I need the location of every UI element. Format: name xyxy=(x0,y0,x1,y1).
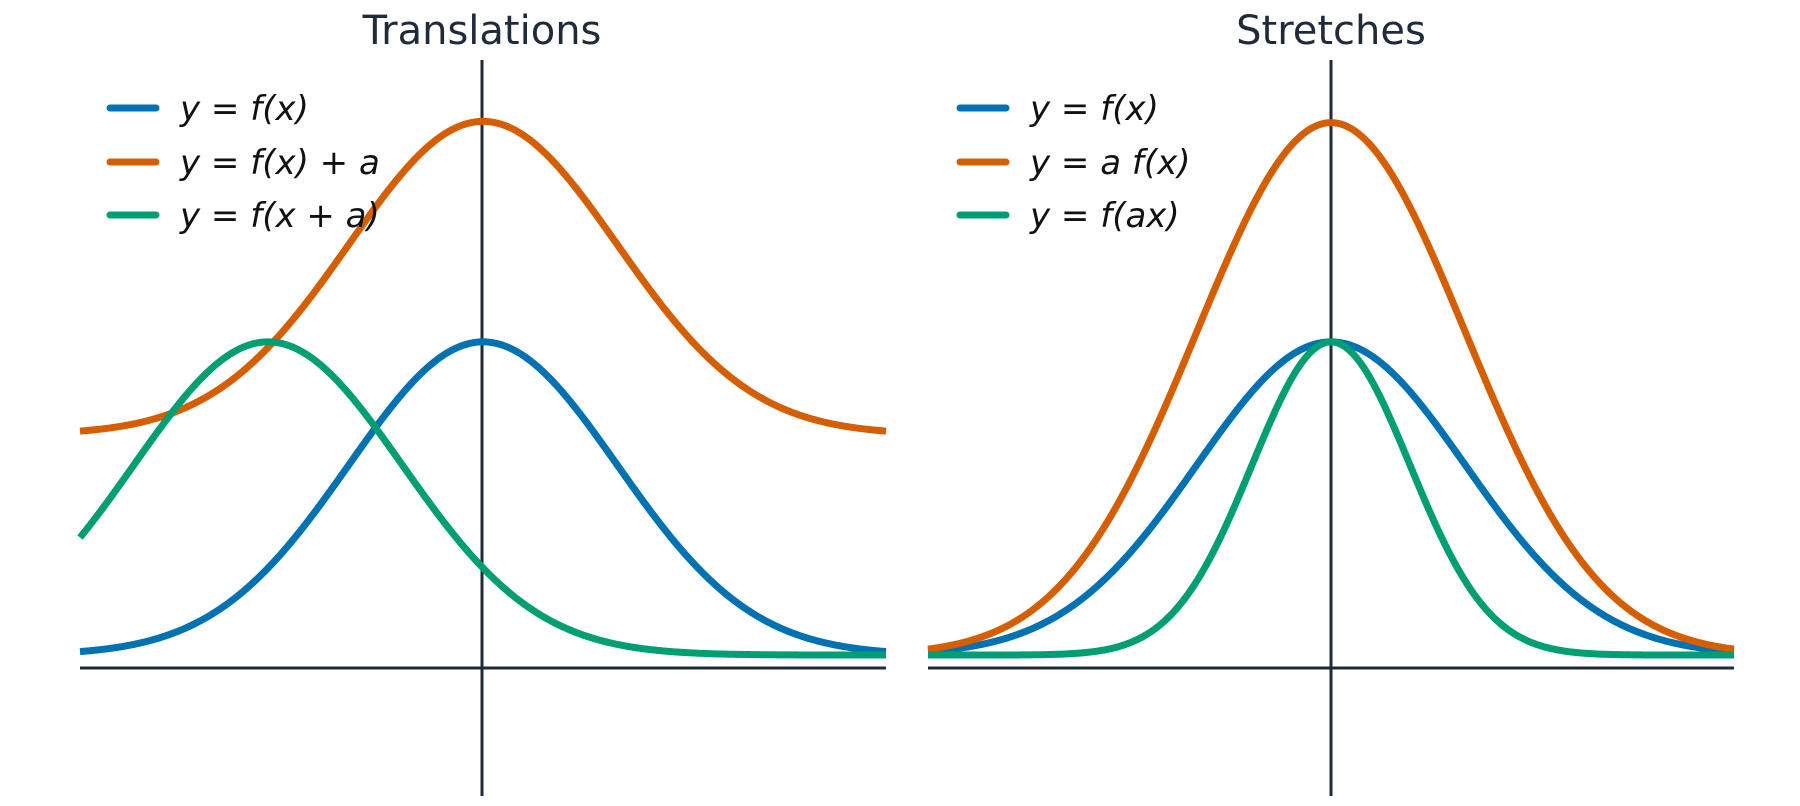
legend-item: y = f(x) + a xyxy=(106,143,380,183)
legend-item: y = f(x) xyxy=(956,89,1159,129)
legend-label: y = f(x) + a xyxy=(179,143,380,183)
series-line-f-x-plus-a xyxy=(78,117,888,435)
legend-label: y = f(x) xyxy=(179,89,309,129)
stretches-panel: Stretches y = f(x) y = a f(x) y = f(ax) xyxy=(926,8,1736,796)
legend-label: y = a f(x) xyxy=(1029,143,1191,183)
series-line-f-x xyxy=(78,338,888,656)
legend-label: y = f(ax) xyxy=(1029,196,1180,236)
legend: y = f(x) y = a f(x) y = f(ax) xyxy=(956,89,1191,236)
series-line-a-f-x xyxy=(926,119,1736,653)
series-line-f-of-a-x xyxy=(926,338,1736,659)
legend-label: y = f(x + a) xyxy=(179,196,380,236)
legend-label: y = f(x) xyxy=(1029,89,1159,129)
series-line-f-of-x-plus-a xyxy=(77,338,888,659)
legend: y = f(x) y = f(x) + a y = f(x + a) xyxy=(106,89,380,236)
translations-panel: Translations y = f(x) y = f(x) + a y = f… xyxy=(77,8,888,796)
chart-title: Translations xyxy=(362,8,602,54)
chart-title: Stretches xyxy=(1236,8,1426,54)
legend-item: y = f(x + a) xyxy=(106,196,380,236)
legend-item: y = f(ax) xyxy=(956,196,1180,236)
legend-item: y = f(x) xyxy=(106,89,309,129)
legend-item: y = a f(x) xyxy=(956,143,1191,183)
